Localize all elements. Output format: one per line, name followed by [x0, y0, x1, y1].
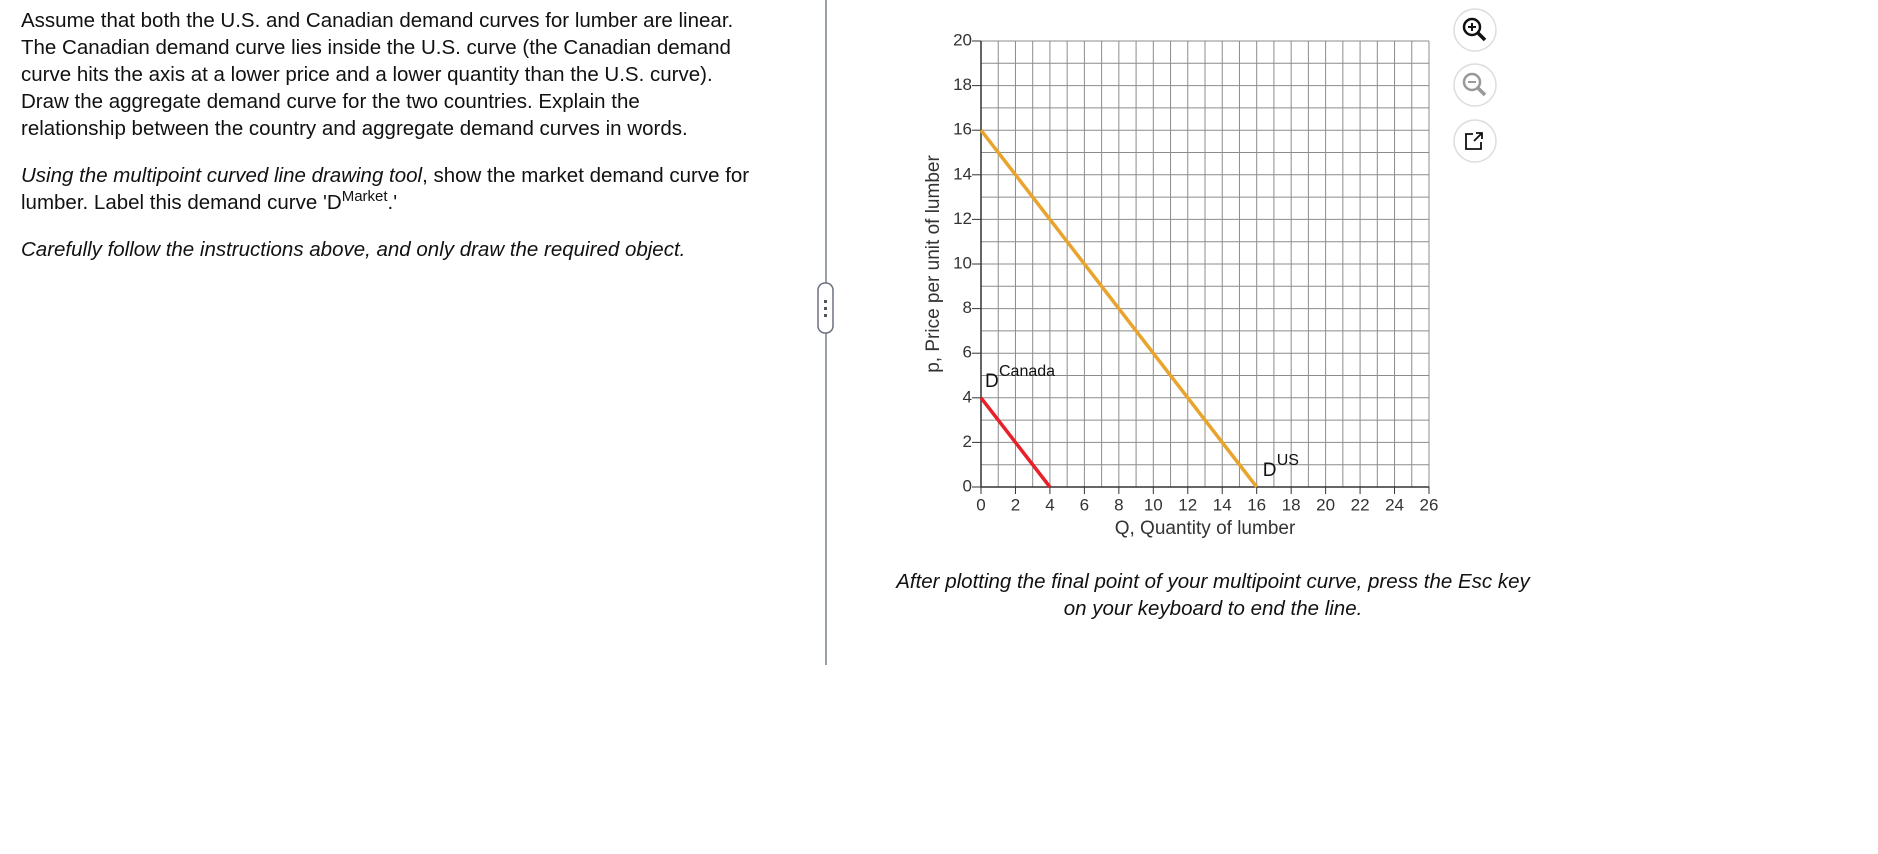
- instruction: Using the multipoint curved line drawing…: [21, 162, 781, 216]
- instruction-end: .': [387, 191, 398, 214]
- x-tick-label: 4: [1045, 495, 1054, 514]
- intro: Assume that both the U.S. and Canadian d…: [21, 7, 811, 142]
- curve-label: D: [985, 371, 999, 392]
- demand-curve: [979, 129, 1259, 489]
- x-tick-label: 26: [1420, 495, 1439, 514]
- x-tick-label: 14: [1213, 495, 1232, 514]
- x-tick-label: 22: [1351, 495, 1370, 514]
- x-tick-label: 24: [1385, 495, 1404, 514]
- intro-line: Assume that both the U.S. and Canadian d…: [21, 9, 734, 32]
- zoom-out[interactable]: [1453, 63, 1497, 107]
- question: Assume that both the U.S. and Canadian d…: [21, 7, 811, 283]
- intro-line: curve hits the axis at a lower price and…: [21, 63, 713, 86]
- y-tick-label: 12: [953, 209, 972, 228]
- curve-label-sup: US: [1277, 452, 1299, 469]
- curve-label-sup: Canada: [999, 363, 1055, 380]
- y-tick-label: 10: [953, 253, 972, 272]
- y-tick-label: 2: [963, 432, 972, 451]
- x-tick-label: 2: [1011, 495, 1020, 514]
- note: Carefully follow the instructions above,…: [21, 236, 811, 263]
- y-tick-label: 20: [953, 30, 972, 49]
- x-tick-label: 16: [1247, 495, 1266, 514]
- x-tick-label: 12: [1178, 495, 1197, 514]
- instruction-text: , show the market demand curve for lumbe…: [21, 164, 750, 214]
- x-tick-label: 10: [1144, 495, 1163, 514]
- demand-curve: [979, 396, 1052, 489]
- intro-line: relationship between the country and agg…: [21, 117, 688, 140]
- y-tick-label: 6: [963, 343, 972, 362]
- intro-line: Draw the aggregate demand curve for the …: [21, 90, 640, 113]
- y-tick-label: 18: [953, 75, 972, 94]
- x-tick-label: 6: [1080, 495, 1089, 514]
- y-tick-label: 16: [953, 120, 972, 139]
- zoom-in[interactable]: [1453, 8, 1497, 52]
- x-axis-title: Q, Quantity of lumber: [1115, 518, 1296, 539]
- footer: After plotting the final point of your m…: [860, 568, 1566, 622]
- instruction-sup: Market: [341, 188, 388, 206]
- y-tick-label: 8: [963, 298, 972, 317]
- x-tick-label: 8: [1114, 495, 1123, 514]
- y-tick-label: 4: [963, 387, 972, 406]
- x-tick-label: 0: [976, 495, 985, 514]
- footer-line: on your keyboard to end the line.: [1063, 597, 1363, 620]
- footer-line: After plotting the final point of your m…: [896, 570, 1530, 593]
- tool-name: Using the multipoint curved line drawing…: [21, 164, 423, 187]
- open-external[interactable]: [1453, 119, 1497, 163]
- x-tick-label: 18: [1282, 495, 1301, 514]
- y-tick-label: 0: [963, 476, 972, 495]
- note-text: Carefully follow the instructions above,…: [21, 238, 686, 261]
- y-axis-title: p, Price per unit of lumber: [923, 155, 944, 373]
- handle-dots: [824, 300, 827, 317]
- y-tick-label: 14: [953, 164, 972, 183]
- intro-line: The Canadian demand curve lies inside th…: [21, 36, 731, 59]
- x-tick-label: 20: [1316, 495, 1335, 514]
- curve-label: D: [1263, 460, 1277, 481]
